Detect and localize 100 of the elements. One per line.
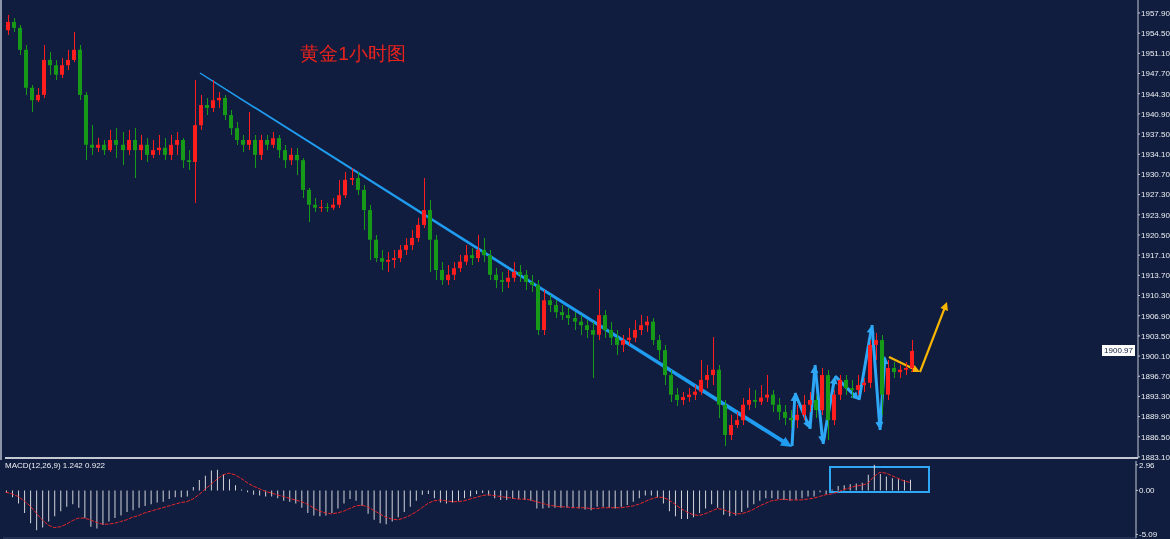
candlestick xyxy=(145,137,149,163)
line-series xyxy=(5,471,911,529)
candlestick xyxy=(211,79,215,113)
candlestick xyxy=(639,314,643,336)
y-tick-label: 1910.30 xyxy=(1141,291,1170,301)
y-tick-label: 1934.10 xyxy=(1141,150,1170,160)
candlestick xyxy=(651,317,655,346)
candlestick xyxy=(615,329,619,356)
candlestick xyxy=(362,184,366,231)
candlestick xyxy=(747,387,751,411)
candlestick xyxy=(127,129,131,156)
candlestick xyxy=(482,237,486,263)
candlestick xyxy=(253,134,257,169)
text: 黄金1小时图 xyxy=(300,43,406,65)
candlestick xyxy=(199,94,203,131)
candlestick xyxy=(452,261,456,281)
candlestick xyxy=(446,264,450,286)
candlestick xyxy=(307,187,311,223)
y-tick-label: 1917.10 xyxy=(1141,251,1170,261)
y-tick-label: 1913.70 xyxy=(1141,271,1170,281)
y-tick-label: 2.96 xyxy=(1139,460,1156,470)
y-tick-label: 1954.50 xyxy=(1141,29,1170,39)
candlestick xyxy=(295,147,299,176)
candlestick xyxy=(121,131,125,166)
candlestick xyxy=(494,267,498,289)
candlestick xyxy=(597,288,601,341)
candlestick xyxy=(223,94,227,121)
candlestick xyxy=(422,177,426,229)
candlestick xyxy=(705,364,709,389)
candlestick xyxy=(283,144,287,169)
candlestick xyxy=(711,336,715,386)
annotation: 1900.97 xyxy=(1102,345,1135,357)
candlestick xyxy=(54,59,58,81)
candlestick xyxy=(838,374,842,401)
candlestick xyxy=(729,414,733,441)
candlestick xyxy=(783,404,787,426)
candlestick xyxy=(163,137,167,161)
candlestick xyxy=(319,199,323,213)
candlestick xyxy=(808,391,812,413)
y-tick-label: 1937.50 xyxy=(1141,129,1170,139)
candlestick xyxy=(771,389,775,413)
candlestick xyxy=(512,261,516,283)
candlestick xyxy=(416,217,420,243)
candlestick xyxy=(874,332,878,361)
candlestick xyxy=(66,49,70,71)
candlestick xyxy=(133,127,137,179)
candlestick xyxy=(229,109,233,136)
candlestick xyxy=(18,24,22,56)
y-tick-label: 1889.90 xyxy=(1141,412,1170,422)
candlestick xyxy=(169,134,173,161)
candlestick xyxy=(440,261,444,286)
y-tick-label: 0.00 xyxy=(1139,486,1156,496)
candlestick xyxy=(657,334,661,361)
candlestick xyxy=(844,374,848,396)
candlestick xyxy=(277,134,281,159)
y-tick-label: 1886.50 xyxy=(1141,432,1170,442)
candlestick xyxy=(488,249,492,281)
candlestick xyxy=(259,134,263,161)
y-tick-label: 1906.90 xyxy=(1141,311,1170,321)
y-tick-label: 1923.90 xyxy=(1141,210,1170,220)
candlestick xyxy=(392,249,396,269)
candlestick xyxy=(500,271,504,293)
y-tick-label: 1900.10 xyxy=(1141,351,1170,361)
candlestick xyxy=(476,234,480,263)
candlestick xyxy=(90,124,94,156)
candlestick xyxy=(60,57,64,79)
candlestick xyxy=(108,129,112,153)
candlestick xyxy=(386,251,390,273)
candlestick xyxy=(795,404,799,429)
y-tick-label: 1920.50 xyxy=(1141,230,1170,240)
candlestick xyxy=(30,84,34,113)
candlestick xyxy=(699,359,703,396)
candlestick xyxy=(633,319,637,343)
candlestick xyxy=(464,244,468,266)
candlestick xyxy=(374,234,378,263)
y-tick-label: 1893.30 xyxy=(1141,392,1170,402)
candlestick xyxy=(175,131,179,156)
candlestick xyxy=(777,397,781,421)
candlestick xyxy=(591,321,595,379)
chart-title: MACD(12,26,9) 1.242 0.922 xyxy=(5,461,106,471)
candlestick xyxy=(343,171,347,199)
candlestick xyxy=(356,171,360,196)
candlestick xyxy=(114,127,118,159)
candlestick xyxy=(410,229,414,251)
y-tick-label: 1947.70 xyxy=(1141,69,1170,79)
y-tick-label: 1940.90 xyxy=(1141,109,1170,119)
y-tick-label: 1883.10 xyxy=(1141,452,1170,462)
candlestick xyxy=(380,249,384,271)
y-tick-label: 1903.50 xyxy=(1141,331,1170,341)
candlestick xyxy=(669,369,673,403)
y-tick-label: -5.09 xyxy=(1139,530,1158,539)
candlestick xyxy=(759,384,763,406)
candlestick xyxy=(910,339,914,373)
y-tick-label: 1930.70 xyxy=(1141,170,1170,180)
candlestick xyxy=(247,111,251,151)
candlestick xyxy=(856,374,860,396)
candlestick xyxy=(139,134,143,161)
candlestick xyxy=(814,394,818,419)
y-tick-label: 1944.30 xyxy=(1141,89,1170,99)
y-tick-label: 1951.10 xyxy=(1141,49,1170,59)
